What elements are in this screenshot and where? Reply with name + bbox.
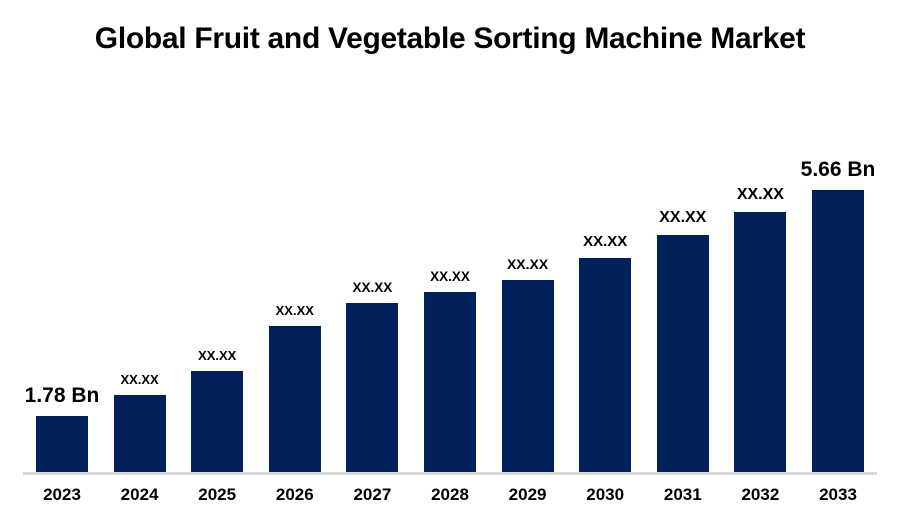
- bar-value-label-2031: XX.XX: [659, 209, 707, 226]
- x-tick-label-2032: 2032: [741, 485, 780, 504]
- x-tick-label-2027: 2027: [353, 485, 392, 504]
- bar-value-label-2027: XX.XX: [352, 280, 393, 295]
- bar-value-label-2030: XX.XX: [583, 233, 628, 250]
- bar-value-label-2033: 5.66 Bn: [800, 158, 876, 181]
- bar-value-label-2023: 1.78 Bn: [24, 384, 100, 407]
- bar-2023: [36, 416, 88, 472]
- x-tick-label-2028: 2028: [431, 485, 469, 504]
- bar-value-label-2025: XX.XX: [198, 348, 237, 363]
- x-tick-label-2029: 2029: [508, 485, 547, 504]
- bar-value-label-2028: XX.XX: [430, 269, 470, 284]
- bar-2033: [812, 190, 864, 472]
- chart-title: Global Fruit and Vegetable Sorting Machi…: [94, 22, 806, 55]
- bar-2030: [579, 258, 632, 472]
- x-axis-line: [23, 472, 877, 475]
- bar-2031: [656, 235, 709, 472]
- bar-2024: [113, 395, 166, 472]
- x-tick-label-2025: 2025: [198, 485, 237, 504]
- x-tick-label-2024: 2024: [120, 485, 159, 504]
- bar-2028: [424, 292, 476, 472]
- bar-2029: [501, 280, 554, 472]
- x-tick-label-2030: 2030: [586, 485, 625, 504]
- bar-2025: [191, 371, 244, 472]
- bar-value-label-2024: XX.XX: [120, 372, 159, 387]
- bar-2026: [268, 326, 321, 472]
- bar-value-label-2026: XX.XX: [275, 303, 314, 318]
- x-tick-label-2023: 2023: [43, 485, 81, 504]
- bar-value-label-2029: XX.XX: [506, 256, 549, 272]
- bar-value-label-2032: XX.XX: [736, 186, 784, 203]
- bar-2027: [346, 303, 399, 472]
- x-tick-label-2031: 2031: [663, 485, 702, 504]
- x-tick-label-2026: 2026: [275, 485, 314, 504]
- x-tick-label-2033: 2033: [819, 485, 857, 504]
- bar-2032: [734, 212, 787, 472]
